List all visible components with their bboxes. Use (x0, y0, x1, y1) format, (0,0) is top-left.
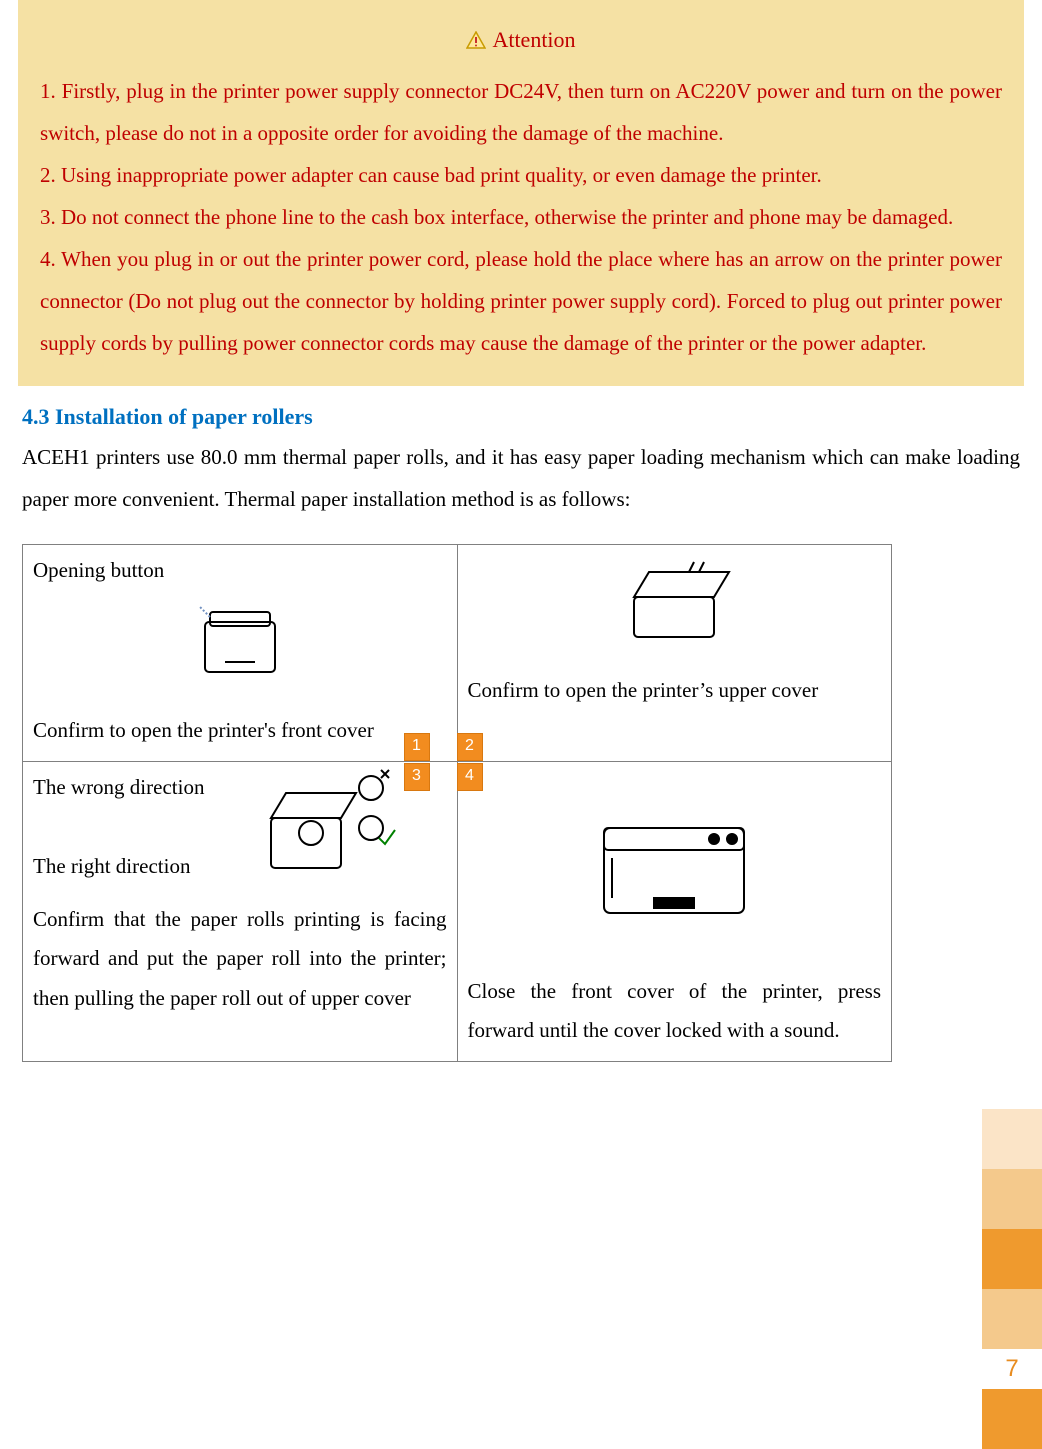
attention-item: 4. When you plug in or out the printer p… (40, 238, 1002, 364)
step-caption: Confirm that the paper rolls printing is… (33, 900, 447, 1020)
section-heading: 4.3 Installation of paper rollers (22, 404, 1020, 430)
step-badge-2: 2 (457, 733, 483, 761)
step-cell-4: 2 4 Close the front cover of the printer… (457, 761, 892, 1062)
attention-item: 1. Firstly, plug in the printer power su… (40, 70, 1002, 154)
step-caption: Close the front cover of the printer, pr… (468, 972, 882, 1052)
page-number: 7 (982, 1349, 1042, 1389)
attention-title: Attention (492, 27, 575, 52)
warning-triangle-icon (466, 20, 486, 64)
step-cell-3: 1 3 The wrong direction The right direct… (23, 761, 458, 1062)
attention-body: 1. Firstly, plug in the printer power su… (40, 70, 1002, 364)
attention-item: 2. Using inappropriate power adapter can… (40, 154, 1002, 196)
page-footer: 7 (982, 1109, 1042, 1449)
footer-block (982, 1109, 1042, 1169)
step-label: Opening button (33, 551, 447, 591)
printer-illustration-2 (468, 557, 882, 661)
attention-header: Attention (40, 18, 1002, 64)
attention-item: 3. Do not connect the phone line to the … (40, 196, 1002, 238)
section-intro: ACEH1 printers use 80.0 mm thermal paper… (22, 436, 1020, 520)
printer-illustration-1 (33, 597, 447, 701)
wrong-direction-label: The wrong direction (33, 775, 204, 799)
steps-table: Opening button Confirm to open the print… (22, 544, 892, 1062)
printer-illustration-4 (468, 798, 882, 942)
footer-block (982, 1169, 1042, 1229)
footer-block (982, 1289, 1042, 1349)
step-badge-4: 4 (457, 763, 483, 791)
step-badge-1: 1 (404, 733, 430, 761)
footer-block (982, 1389, 1042, 1449)
step-cell-2: Confirm to open the printer’s upper cove… (457, 544, 892, 761)
step-caption: Confirm to open the printer’s upper cove… (468, 671, 882, 711)
attention-box: Attention 1. Firstly, plug in the printe… (18, 0, 1024, 386)
step-cell-1: Opening button Confirm to open the print… (23, 544, 458, 761)
step-badge-3: 3 (404, 763, 430, 791)
footer-block (982, 1229, 1042, 1289)
step-caption: Confirm to open the printer's front cove… (33, 711, 447, 751)
right-direction-label: The right direction (33, 854, 190, 878)
